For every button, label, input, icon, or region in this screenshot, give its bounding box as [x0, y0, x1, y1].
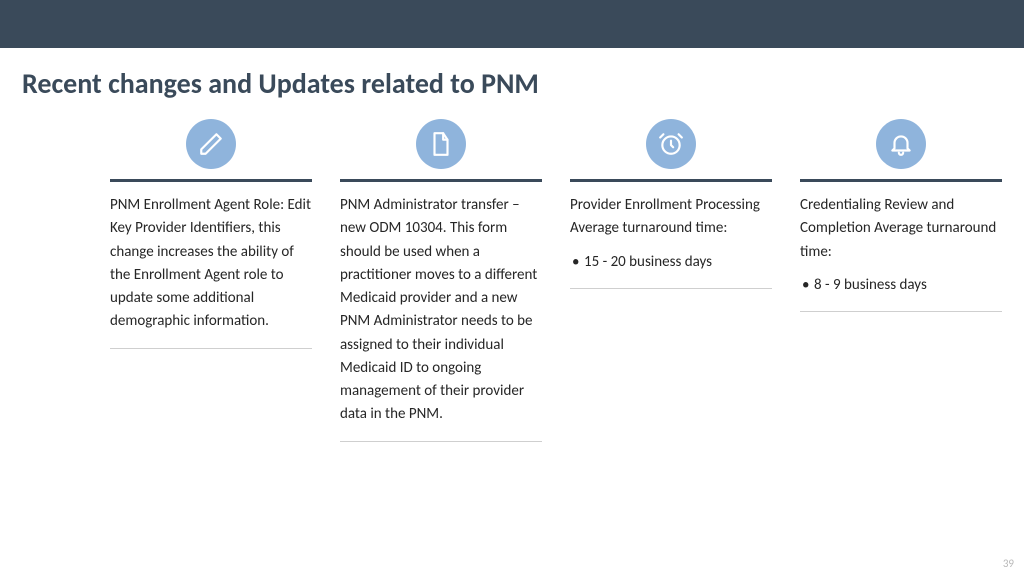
thin-rule — [570, 288, 772, 289]
thin-rule — [110, 348, 312, 349]
column-bullets: 8 - 9 business days — [800, 274, 1002, 297]
column-1: PNM Enrollment Agent Role: Edit Key Prov… — [110, 119, 312, 442]
header-bar — [0, 0, 1024, 48]
column-3: Provider Enrollment Processing Average t… — [570, 119, 772, 442]
column-divider — [110, 179, 312, 182]
bell-icon — [876, 119, 926, 169]
columns-container: PNM Enrollment Agent Role: Edit Key Prov… — [0, 101, 1024, 442]
pencil-icon — [186, 119, 236, 169]
slide-title: Recent changes and Updates related to PN… — [0, 48, 1024, 101]
page-number: 39 — [1003, 557, 1014, 570]
column-body: Provider Enrollment Processing Average t… — [570, 194, 772, 241]
bullet-item: 8 - 9 business days — [800, 274, 1002, 297]
bullet-item: 15 - 20 business days — [570, 251, 772, 274]
document-icon — [416, 119, 466, 169]
column-2: PNM Administrator transfer – new ODM 103… — [340, 119, 542, 442]
thin-rule — [340, 441, 542, 442]
column-body: Credentialing Review and Completion Aver… — [800, 194, 1002, 264]
column-body: PNM Administrator transfer – new ODM 103… — [340, 194, 542, 427]
clock-icon — [646, 119, 696, 169]
column-divider — [800, 179, 1002, 182]
column-divider — [340, 179, 542, 182]
column-bullets: 15 - 20 business days — [570, 251, 772, 274]
column-body: PNM Enrollment Agent Role: Edit Key Prov… — [110, 194, 312, 334]
column-divider — [570, 179, 772, 182]
column-4: Credentialing Review and Completion Aver… — [800, 119, 1002, 442]
thin-rule — [800, 311, 1002, 312]
